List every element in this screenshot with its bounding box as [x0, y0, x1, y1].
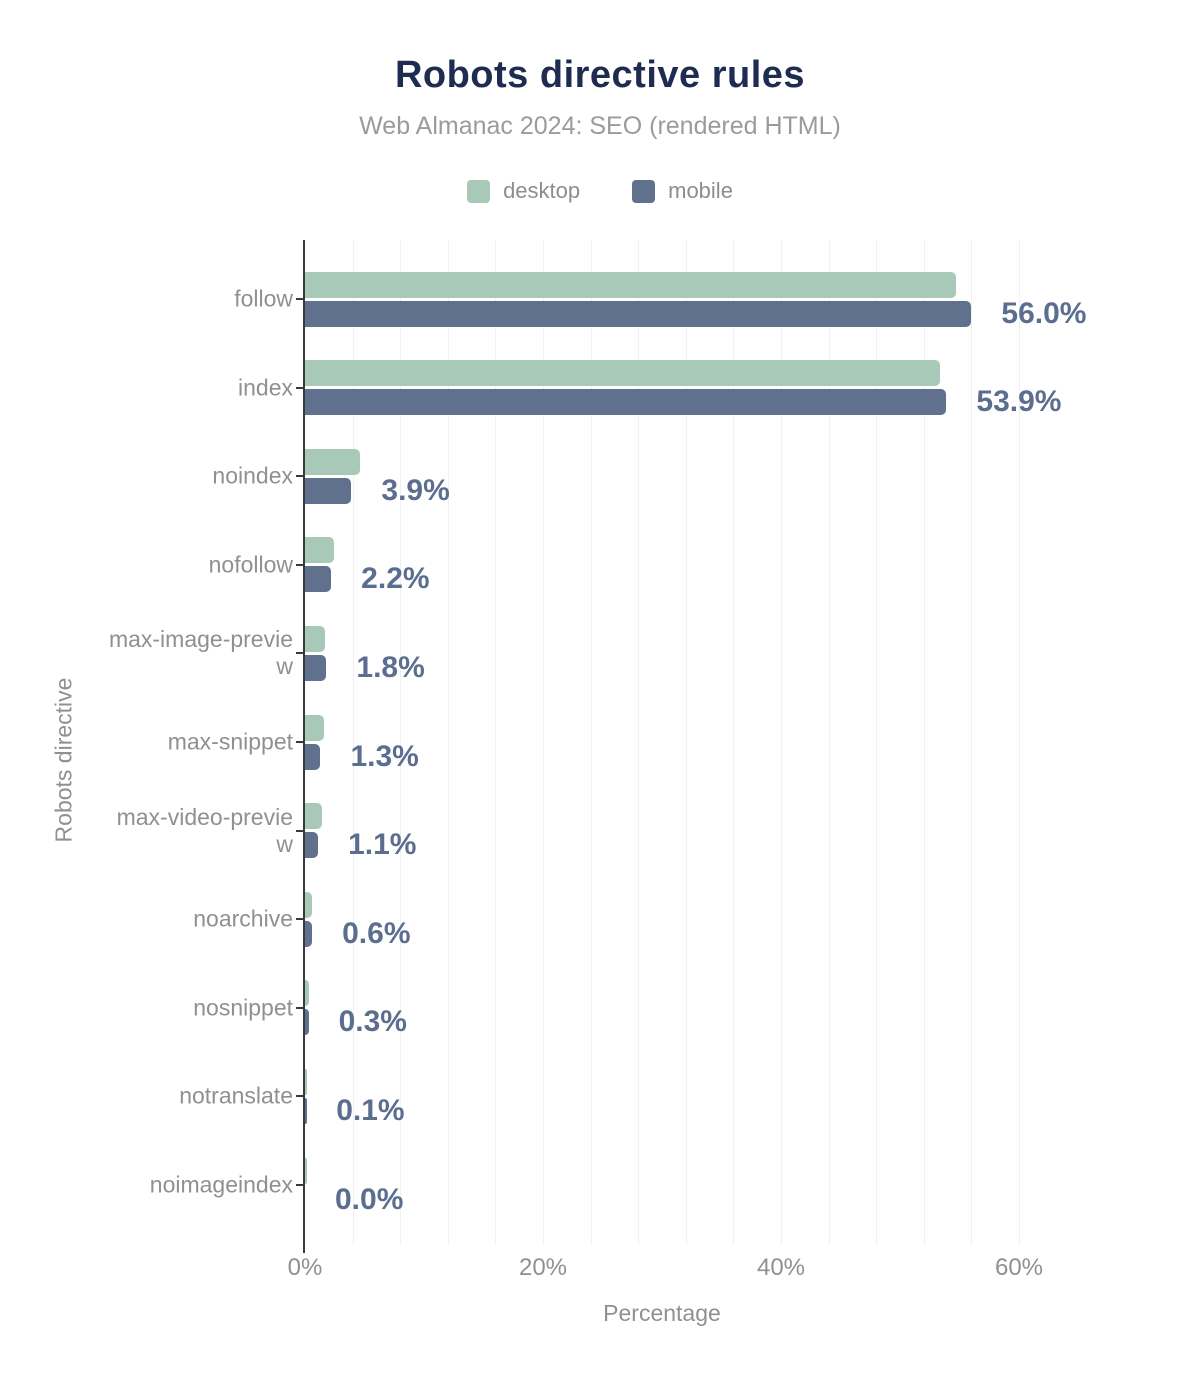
legend-label-desktop: desktop [503, 178, 581, 203]
desktop-swatch-icon [467, 179, 491, 203]
value-label-noindex: 3.9% [381, 473, 450, 507]
category-label-index: index [238, 374, 293, 401]
category-tick [296, 298, 304, 300]
bar-desktop-follow[interactable] [305, 271, 956, 298]
value-label-max-snippet: 1.3% [350, 739, 419, 773]
category-tick [296, 563, 304, 566]
legend-item-desktop[interactable]: desktop [467, 178, 580, 204]
gridline [733, 240, 735, 1245]
bar-desktop-nofollow[interactable] [305, 537, 334, 564]
x-tick-label: 60% [994, 1254, 1044, 1281]
mobile-swatch-icon [632, 179, 656, 203]
bar-desktop-max-video-preview[interactable] [305, 803, 322, 830]
category-label-follow: follow [234, 285, 293, 312]
value-label-nosnippet: 0.3% [338, 1005, 407, 1039]
value-label-noimageindex: 0.0% [335, 1182, 404, 1216]
value-label-max-video-preview: 1.1% [348, 828, 417, 862]
bar-mobile-nosnippet[interactable] [305, 1009, 309, 1036]
legend: desktop mobile [0, 178, 1200, 204]
x-axis-title: Percentage [603, 1300, 721, 1326]
category-label-notranslate: notranslate [179, 1082, 293, 1109]
plot-area: follow 56.0% index 53.9% noindex 3.9% nofollow… [109, 240, 1086, 1281]
bar-mobile-max-video-preview[interactable] [305, 832, 319, 859]
category-tick [296, 1095, 304, 1098]
value-label-index: 53.9% [976, 385, 1062, 419]
bar-mobile-noarchive[interactable] [305, 920, 313, 947]
category-tick [296, 475, 304, 478]
bar-desktop-notranslate[interactable] [305, 1068, 307, 1095]
category-label-max-video-preview: max-video-previe w [116, 803, 293, 857]
gridline [447, 240, 449, 1245]
bar-desktop-noimageindex[interactable] [305, 1157, 307, 1184]
bar-mobile-max-snippet[interactable] [305, 743, 321, 770]
bar-mobile-max-image-preview[interactable] [305, 654, 327, 681]
category-tick [296, 829, 304, 832]
category-tick [296, 918, 304, 921]
gridline [923, 240, 925, 1245]
category-label-noarchive: noarchive [193, 905, 293, 932]
category-label-noindex: noindex [212, 462, 293, 489]
legend-item-mobile[interactable]: mobile [632, 178, 733, 204]
category-label-noimageindex: noimageindex [149, 1171, 293, 1198]
x-tick-label: 0% [287, 1254, 323, 1281]
gridline [1019, 240, 1020, 1245]
y-axis-line [303, 240, 305, 1253]
gridline [781, 240, 782, 1245]
legend-label-mobile: mobile [668, 178, 733, 203]
category-tick [296, 741, 304, 743]
bar-mobile-notranslate[interactable] [305, 1097, 307, 1124]
value-label-max-image-preview: 1.8% [356, 650, 425, 684]
category-label-max-image-preview: max-image-previe w [108, 626, 293, 680]
value-label-notranslate: 0.1% [336, 1093, 405, 1127]
gridline [971, 240, 973, 1245]
gridline [543, 240, 544, 1245]
bar-desktop-noindex[interactable] [305, 448, 360, 475]
x-tick-label: 40% [756, 1254, 806, 1281]
value-label-noarchive: 0.6% [342, 916, 411, 950]
bar-desktop-index[interactable] [305, 360, 941, 387]
value-label-follow: 56.0% [1001, 296, 1087, 330]
bar-mobile-nofollow[interactable] [305, 566, 332, 593]
chart-title: Robots directive rules [394, 54, 806, 96]
value-label-nofollow: 2.2% [361, 562, 430, 596]
bar-mobile-follow[interactable] [305, 300, 972, 327]
category-tick [296, 1006, 304, 1009]
bar-mobile-noindex[interactable] [305, 477, 352, 504]
x-tick-label: 20% [518, 1254, 568, 1281]
category-label-nosnippet: nosnippet [193, 994, 293, 1021]
gridline [828, 240, 830, 1245]
category-tick [296, 652, 304, 655]
bar-mobile-index[interactable] [305, 389, 947, 416]
category-label-nofollow: nofollow [208, 551, 293, 578]
gridline [495, 240, 497, 1245]
bar-desktop-nosnippet[interactable] [305, 980, 309, 1007]
bar-desktop-noarchive[interactable] [305, 891, 313, 918]
category-tick [296, 1184, 304, 1186]
bar-desktop-max-image-preview[interactable] [305, 625, 326, 652]
gridline [638, 240, 640, 1245]
gridline [400, 240, 402, 1245]
gridline [590, 240, 592, 1245]
gridline [352, 240, 354, 1245]
category-tick [296, 386, 304, 389]
gridline [685, 240, 687, 1245]
category-label-max-snippet: max-snippet [167, 728, 293, 755]
chart-subtitle: Web Almanac 2024: SEO (rendered HTML) [359, 112, 841, 140]
bar-desktop-max-snippet[interactable] [305, 714, 325, 741]
gridline [876, 240, 878, 1245]
